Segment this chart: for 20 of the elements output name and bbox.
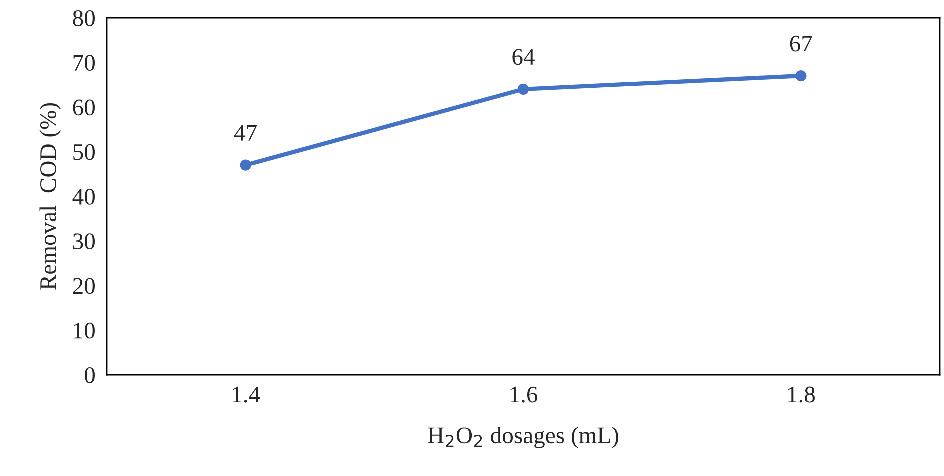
y-tick-label: 80 [73, 10, 95, 26]
data-label: 47 [234, 125, 257, 141]
y-tick-label: 10 [74, 322, 95, 339]
data-label: 64 [512, 49, 535, 66]
data-label: 67 [790, 36, 812, 52]
x-tick-label: 1.6 [510, 386, 538, 403]
y-tick-label: 30 [73, 234, 95, 250]
point [796, 70, 807, 82]
y-axis-title: Removal COD (%) [40, 103, 62, 290]
point [240, 160, 252, 171]
x-tick-label: 1.8 [788, 386, 816, 403]
y-tick-label: 0 [84, 367, 95, 384]
point [518, 84, 530, 95]
x-tick-label: 1.4 [233, 386, 260, 403]
y-tick-label: 70 [74, 55, 95, 72]
y-tick-label: 40 [72, 188, 95, 205]
x-axis-title: H$_{2}$O$_{2}$ dosages (mL) [428, 426, 618, 448]
y-tick-label: 50 [74, 144, 95, 160]
y-tick-label: 20 [73, 278, 95, 294]
y-tick-label: 60 [73, 100, 95, 116]
